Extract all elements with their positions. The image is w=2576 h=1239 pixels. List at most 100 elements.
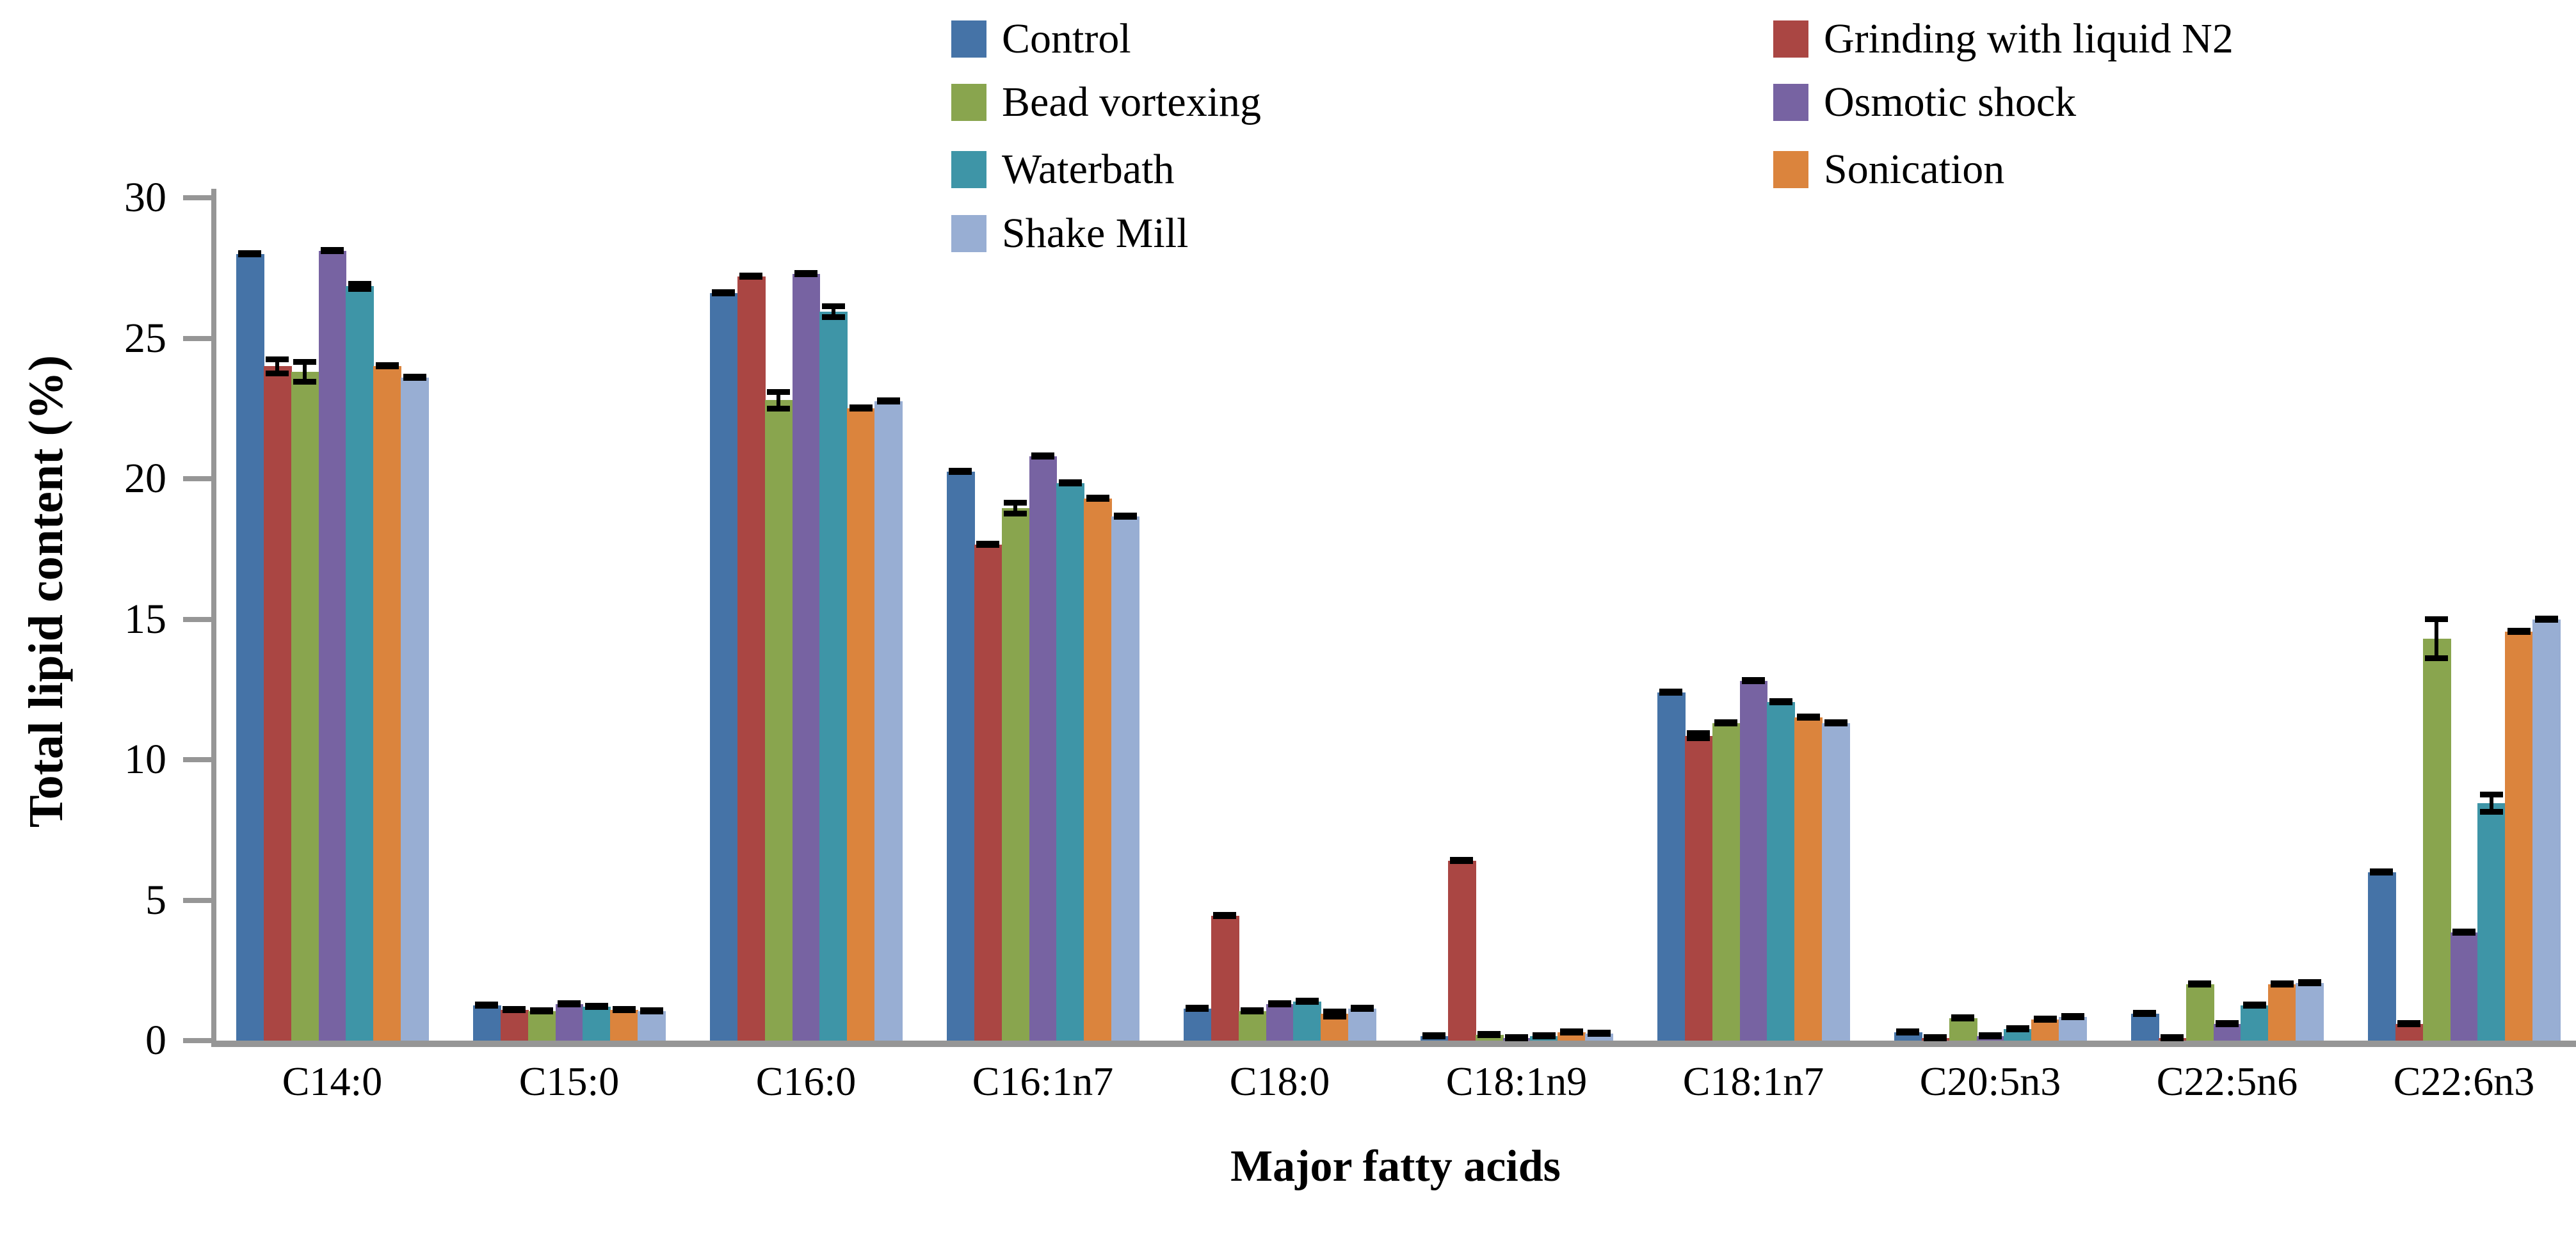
- x-category-label: C22:6n3: [2393, 1059, 2535, 1104]
- error-bar-cap: [1796, 714, 1820, 721]
- error-bar-cap: [849, 404, 873, 412]
- bar-osmotic-shock: [1029, 456, 1058, 1041]
- bar-sonication: [2505, 632, 2534, 1041]
- bar-control: [710, 293, 738, 1041]
- legend-swatch-icon: [1773, 20, 1808, 58]
- legend-item-waterbath: Waterbath: [951, 148, 1175, 191]
- y-tick-mark: [183, 335, 216, 341]
- bar-grinding-with-liquid-n2: [500, 1009, 529, 1041]
- error-bar-cap-top: [1687, 730, 1711, 736]
- error-bar-cap-bottom: [2479, 808, 2503, 815]
- error-bar-whisker: [275, 356, 280, 376]
- error-bar-cap: [1924, 1034, 1947, 1041]
- bar-sonication: [1084, 498, 1113, 1041]
- error-bar-cap-top: [821, 303, 845, 309]
- error-bar-cap: [2534, 615, 2558, 623]
- bar-shake-mill: [1822, 723, 1850, 1041]
- legend-item-bead-vortexing: Bead vortexing: [951, 81, 1261, 124]
- error-bar-cap: [1824, 719, 1847, 726]
- error-bar-cap: [1031, 452, 1054, 460]
- bar-sonication: [1794, 717, 1823, 1041]
- error-bar-cap: [2216, 1019, 2239, 1027]
- legend-swatch-icon: [1773, 151, 1808, 188]
- y-axis-title: Total lipid content (%): [19, 355, 73, 828]
- error-bar-cap: [403, 373, 426, 381]
- legend-item-osmotic-shock: Osmotic shock: [1773, 81, 2076, 124]
- y-tick-mark: [183, 1038, 216, 1043]
- error-bar-cap: [712, 289, 736, 297]
- error-bar-cap: [1587, 1030, 1611, 1037]
- bar-osmotic-shock: [318, 251, 347, 1041]
- error-bar-cap: [1505, 1034, 1528, 1041]
- bar-waterbath: [2477, 803, 2506, 1041]
- error-bar-cap: [2397, 1019, 2421, 1027]
- error-bar-cap: [1295, 997, 1319, 1005]
- x-axis-title: Major fatty acids: [1230, 1142, 1561, 1191]
- error-bar-cap: [876, 397, 900, 405]
- legend-label: Grinding with liquid N2: [1824, 15, 2234, 62]
- bar-waterbath: [1767, 702, 1796, 1041]
- error-bar-cap-top: [2425, 616, 2449, 623]
- bar-osmotic-shock: [792, 273, 821, 1041]
- bar-bead-vortexing: [2422, 639, 2451, 1041]
- error-bar-whisker: [2435, 616, 2439, 662]
- x-category-label: C16:0: [755, 1059, 857, 1104]
- legend-swatch-icon: [1773, 84, 1808, 121]
- error-bar-cap: [1532, 1032, 1556, 1040]
- error-bar-cap: [321, 247, 344, 255]
- bar-osmotic-shock: [1266, 1003, 1294, 1041]
- bar-bead-vortexing: [2186, 984, 2214, 1041]
- error-bar-cap: [976, 541, 1000, 548]
- error-bar-cap: [238, 250, 262, 257]
- error-bar-cap: [2370, 868, 2394, 875]
- bar-bead-vortexing: [1001, 508, 1030, 1041]
- error-bar-cap: [475, 1002, 499, 1009]
- error-bar-cap: [530, 1007, 554, 1014]
- bar-bead-vortexing: [1712, 723, 1741, 1041]
- x-category-label: C15:0: [519, 1059, 620, 1104]
- x-category-label: C22:5n6: [2156, 1059, 2298, 1104]
- error-bar-cap: [1659, 688, 1683, 696]
- y-tick-label: 10: [124, 736, 166, 783]
- error-bar-cap: [1268, 1000, 1291, 1007]
- error-bar-cap-top: [767, 388, 791, 395]
- bar-control: [2131, 1014, 2159, 1041]
- bar-sonication: [373, 366, 402, 1041]
- y-tick-label: 25: [124, 314, 166, 362]
- bar-shake-mill: [638, 1011, 666, 1041]
- bar-osmotic-shock: [2450, 932, 2479, 1041]
- error-bar-cap: [584, 1003, 608, 1011]
- error-bar-cap-bottom: [767, 405, 791, 412]
- error-bar-cap: [2061, 1012, 2084, 1020]
- x-category-label: C16:1n7: [972, 1059, 1114, 1104]
- bar-waterbath: [1293, 1001, 1322, 1041]
- error-bar-cap: [1559, 1028, 1583, 1035]
- y-tick-label: 0: [145, 1017, 166, 1064]
- bar-control: [1184, 1008, 1212, 1041]
- legend-swatch-icon: [951, 84, 986, 121]
- error-bar-cap: [1979, 1032, 2002, 1040]
- legend-item-control: Control: [951, 18, 1131, 60]
- error-bar-whisker: [303, 359, 307, 385]
- bar-shake-mill: [2532, 619, 2561, 1041]
- bar-shake-mill: [401, 377, 429, 1041]
- y-tick-mark: [183, 195, 216, 200]
- error-bar-cap: [2188, 980, 2212, 988]
- error-bar-cap-bottom: [1687, 735, 1711, 742]
- error-bar-cap: [1951, 1014, 1975, 1021]
- bar-control: [1657, 692, 1686, 1041]
- error-bar-cap: [1186, 1004, 1209, 1012]
- legend-label: Waterbath: [1002, 146, 1175, 193]
- error-bar-whisker: [831, 303, 835, 320]
- error-bar-cap-top: [1004, 499, 1027, 506]
- bar-grinding-with-liquid-n2: [737, 276, 766, 1041]
- y-tick-label: 30: [124, 174, 166, 221]
- error-bar-cap-top: [2479, 792, 2503, 798]
- x-category-label: C18:1n9: [1445, 1059, 1588, 1104]
- bar-sonication: [847, 408, 876, 1041]
- error-bar-cap: [2006, 1025, 2029, 1033]
- x-axis-line: [211, 1041, 2576, 1047]
- bar-grinding-with-liquid-n2: [1684, 735, 1713, 1041]
- error-bar-cap-bottom: [821, 314, 845, 320]
